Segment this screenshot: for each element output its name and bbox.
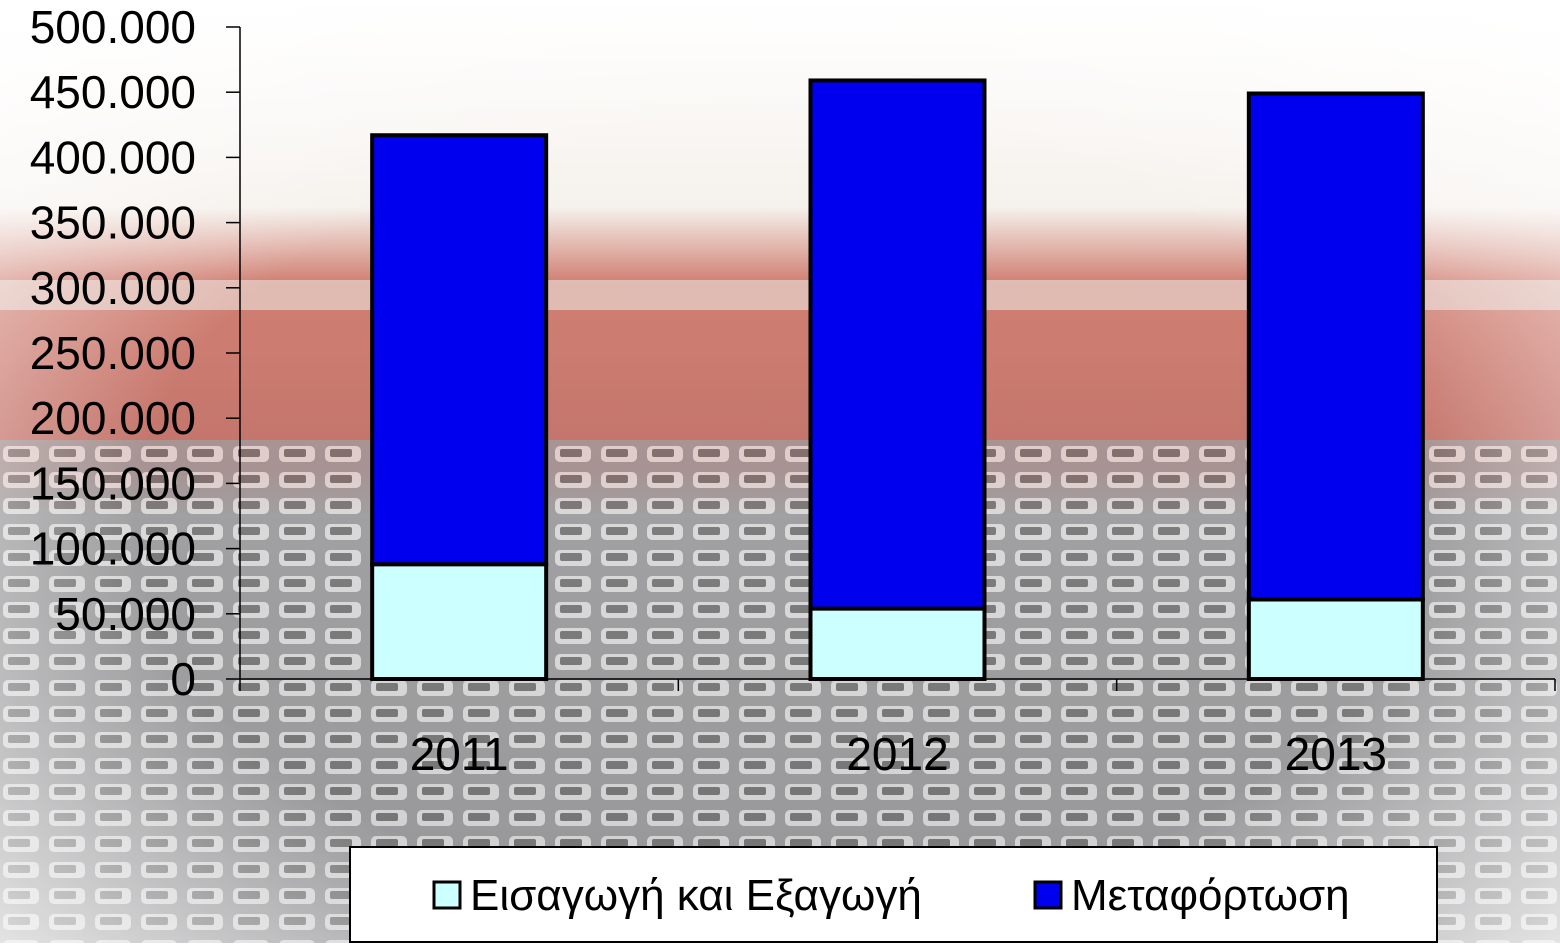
y-tick-label: 500.000 bbox=[30, 1, 196, 53]
y-tick-label: 150.000 bbox=[30, 457, 196, 509]
chart: 0 50.000 100.000 150.000 200.000 250.000 300.0… bbox=[0, 0, 1560, 943]
bar-segment bbox=[1249, 94, 1423, 600]
bar-segment bbox=[372, 135, 546, 564]
y-tick-label: 200.000 bbox=[30, 392, 196, 444]
y-tick-label: 100.000 bbox=[30, 523, 196, 575]
bar-segment bbox=[372, 564, 546, 679]
x-tick-label: 2012 bbox=[846, 728, 948, 780]
legend-swatch bbox=[434, 882, 460, 908]
y-tick-label: 0 bbox=[170, 653, 196, 705]
legend-label: Μεταφόρτωση bbox=[1071, 871, 1350, 920]
bar-segment bbox=[1249, 599, 1423, 679]
legend-label: Εισαγωγή και Εξαγωγή bbox=[470, 871, 922, 920]
legend-swatch bbox=[1035, 882, 1061, 908]
y-tick-label: 400.000 bbox=[30, 131, 196, 183]
bar-segment bbox=[811, 80, 985, 608]
y-tick-label: 50.000 bbox=[55, 588, 196, 640]
x-tick-label: 2013 bbox=[1285, 728, 1387, 780]
y-tick-label: 250.000 bbox=[30, 327, 196, 379]
y-tick-label: 300.000 bbox=[30, 262, 196, 314]
y-tick-label: 450.000 bbox=[30, 66, 196, 118]
y-tick-label: 350.000 bbox=[30, 197, 196, 249]
x-tick-label: 2011 bbox=[410, 728, 509, 780]
bar-segment bbox=[811, 609, 985, 679]
